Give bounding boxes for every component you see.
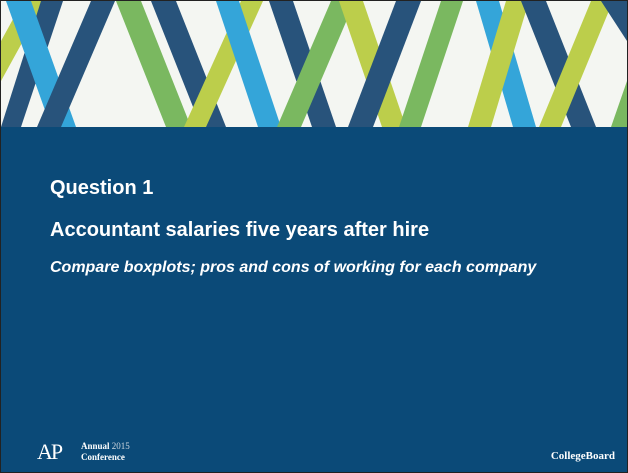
stripe-banner xyxy=(1,1,627,127)
ap-logo: AP xyxy=(37,439,61,465)
event-label-2: Conference xyxy=(81,452,125,462)
event-year: 2015 xyxy=(112,441,130,451)
event-word: Annual xyxy=(81,441,110,451)
event-label: Annual 2015 xyxy=(81,441,130,451)
slide-title: Question 1 xyxy=(50,177,153,200)
slide-subtitle: Accountant salaries five years after hir… xyxy=(50,219,429,242)
slide-description: Compare boxplots; pros and cons of worki… xyxy=(50,249,550,286)
brand: CollegeBoard xyxy=(551,450,615,462)
slide: Question 1 Accountant salaries five year… xyxy=(0,0,628,473)
